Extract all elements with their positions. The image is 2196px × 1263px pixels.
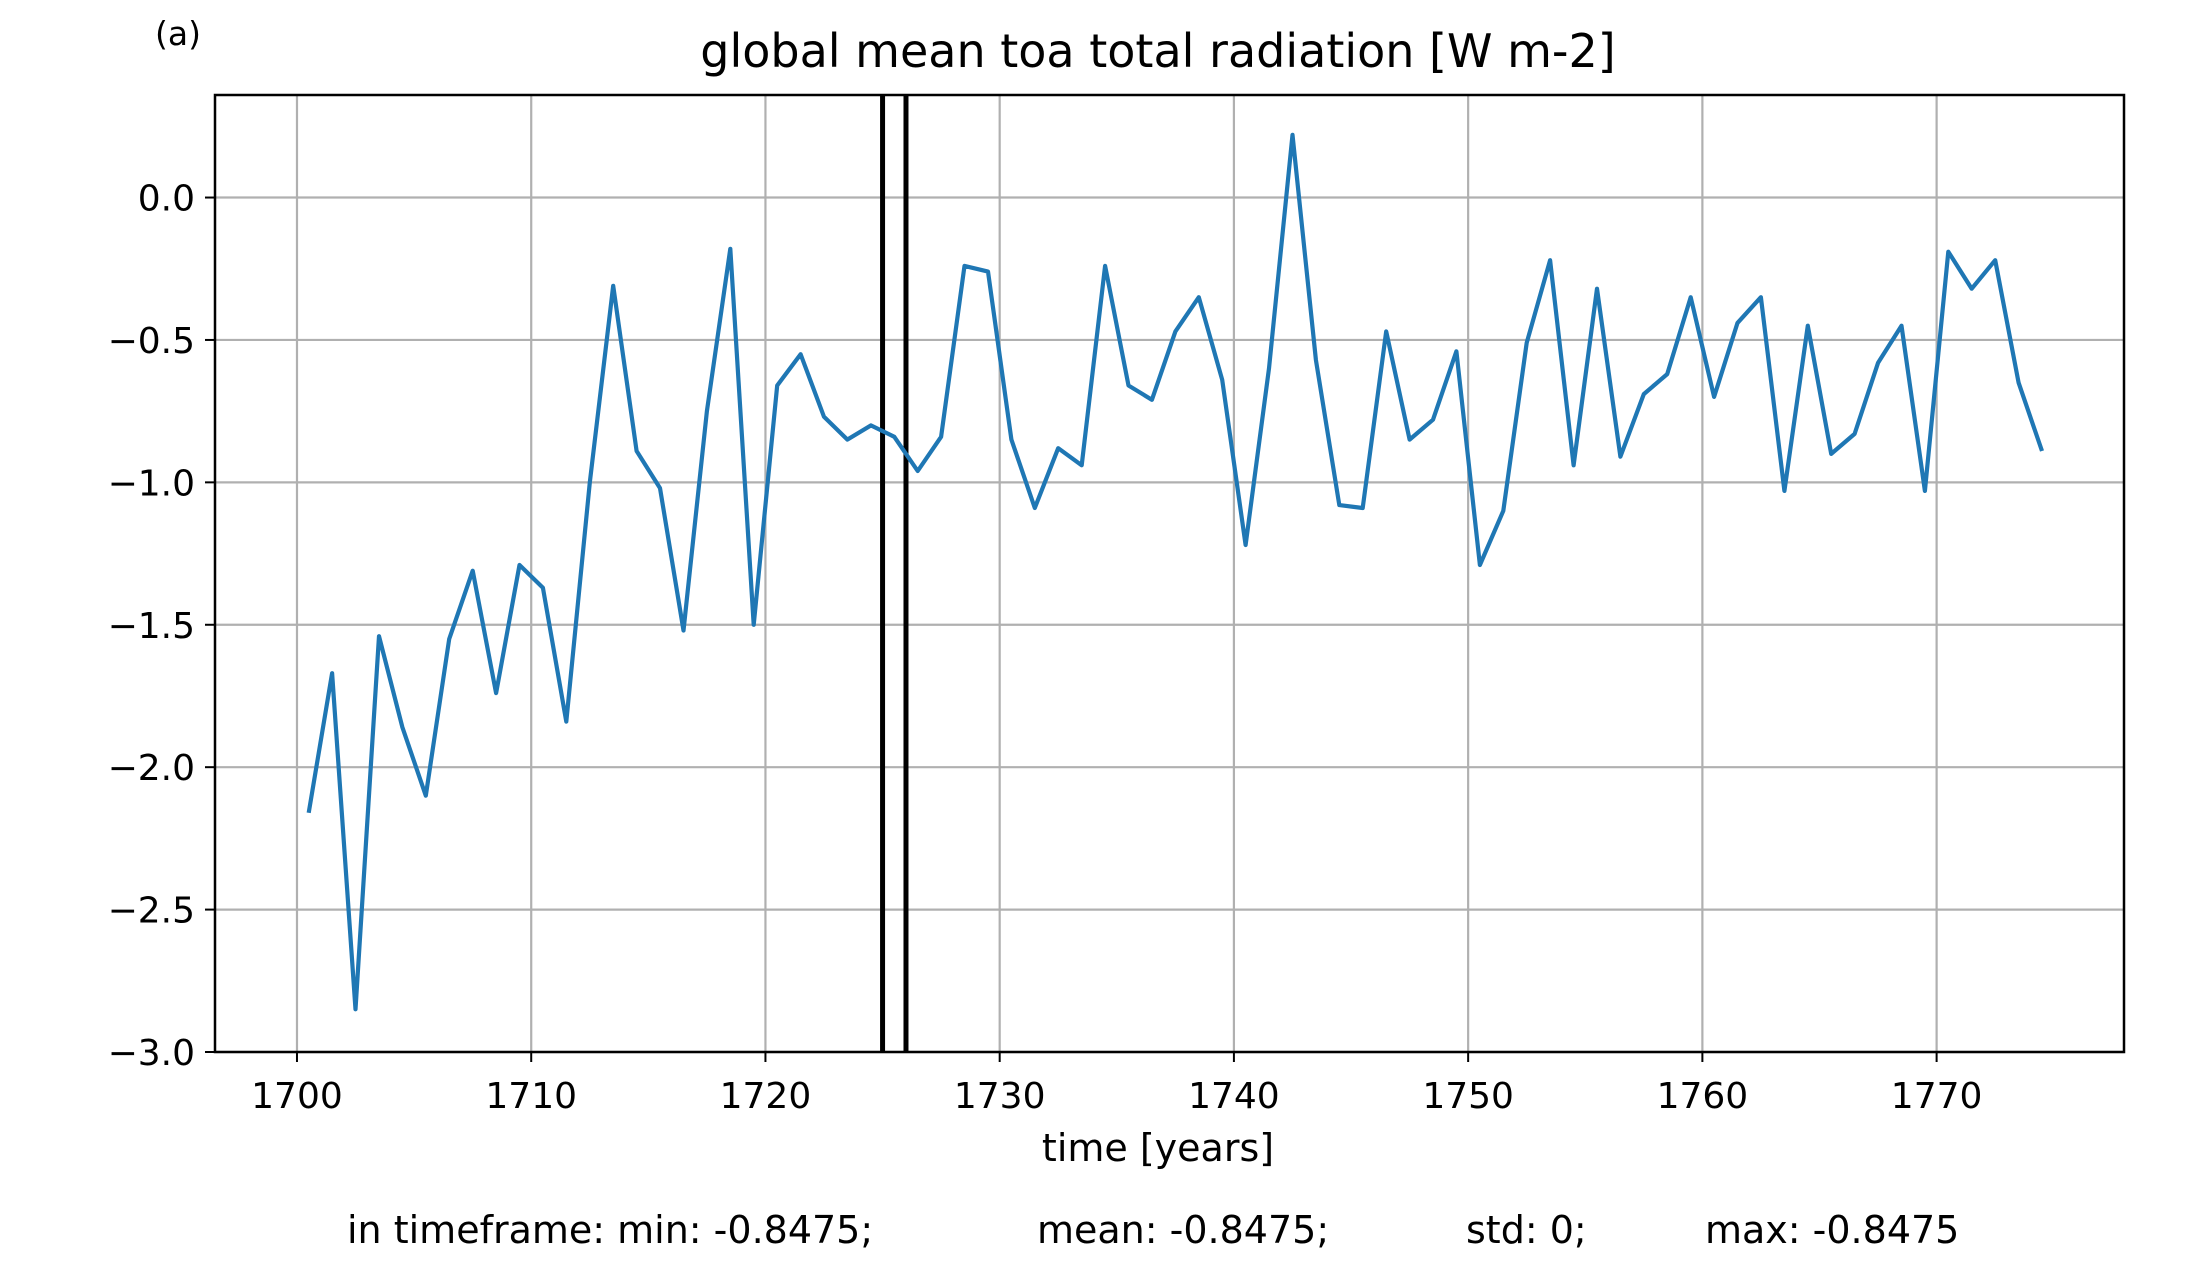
y-tick-label: −1.0 xyxy=(108,463,195,504)
x-tick-label: 1720 xyxy=(720,1076,812,1117)
x-tick-label: 1750 xyxy=(1422,1076,1514,1117)
x-tick-label: 1740 xyxy=(1188,1076,1280,1117)
chart-title: global mean toa total radiation [W m-2] xyxy=(700,24,1616,78)
axis-ticks: 1700 1710 1720 1730 1740 1750 1760 1770 −3.0 −2.5… xyxy=(108,179,1983,1117)
series-line xyxy=(306,132,2044,1012)
x-tick-label: 1730 xyxy=(954,1076,1046,1117)
y-tick-label: 0.0 xyxy=(138,179,195,220)
y-tick-label: −3.0 xyxy=(108,1033,195,1074)
y-tick-label: −2.0 xyxy=(108,748,195,789)
y-tick-label: −1.5 xyxy=(108,606,195,647)
series-layer xyxy=(306,132,2044,1012)
y-tick-label: −0.5 xyxy=(108,321,195,362)
stats-max: max: -0.8475 xyxy=(1705,1208,1960,1252)
panel-label: (a) xyxy=(155,14,201,53)
x-tick-label: 1760 xyxy=(1657,1076,1749,1117)
grid-lines xyxy=(215,95,2124,1054)
stats-mean: mean: -0.8475; xyxy=(1037,1208,1330,1252)
x-axis-label: time [years] xyxy=(1041,1126,1275,1170)
x-tick-label: 1770 xyxy=(1891,1076,1983,1117)
y-tick-label: −2.5 xyxy=(108,891,195,932)
x-tick-label: 1710 xyxy=(485,1076,577,1117)
plot-frame xyxy=(213,93,2126,1054)
stats-min: in timeframe: min: -0.8475; xyxy=(347,1208,874,1252)
timeframe-markers xyxy=(880,95,909,1052)
stats-std: std: 0; xyxy=(1466,1208,1587,1252)
x-tick-label: 1700 xyxy=(251,1076,343,1117)
